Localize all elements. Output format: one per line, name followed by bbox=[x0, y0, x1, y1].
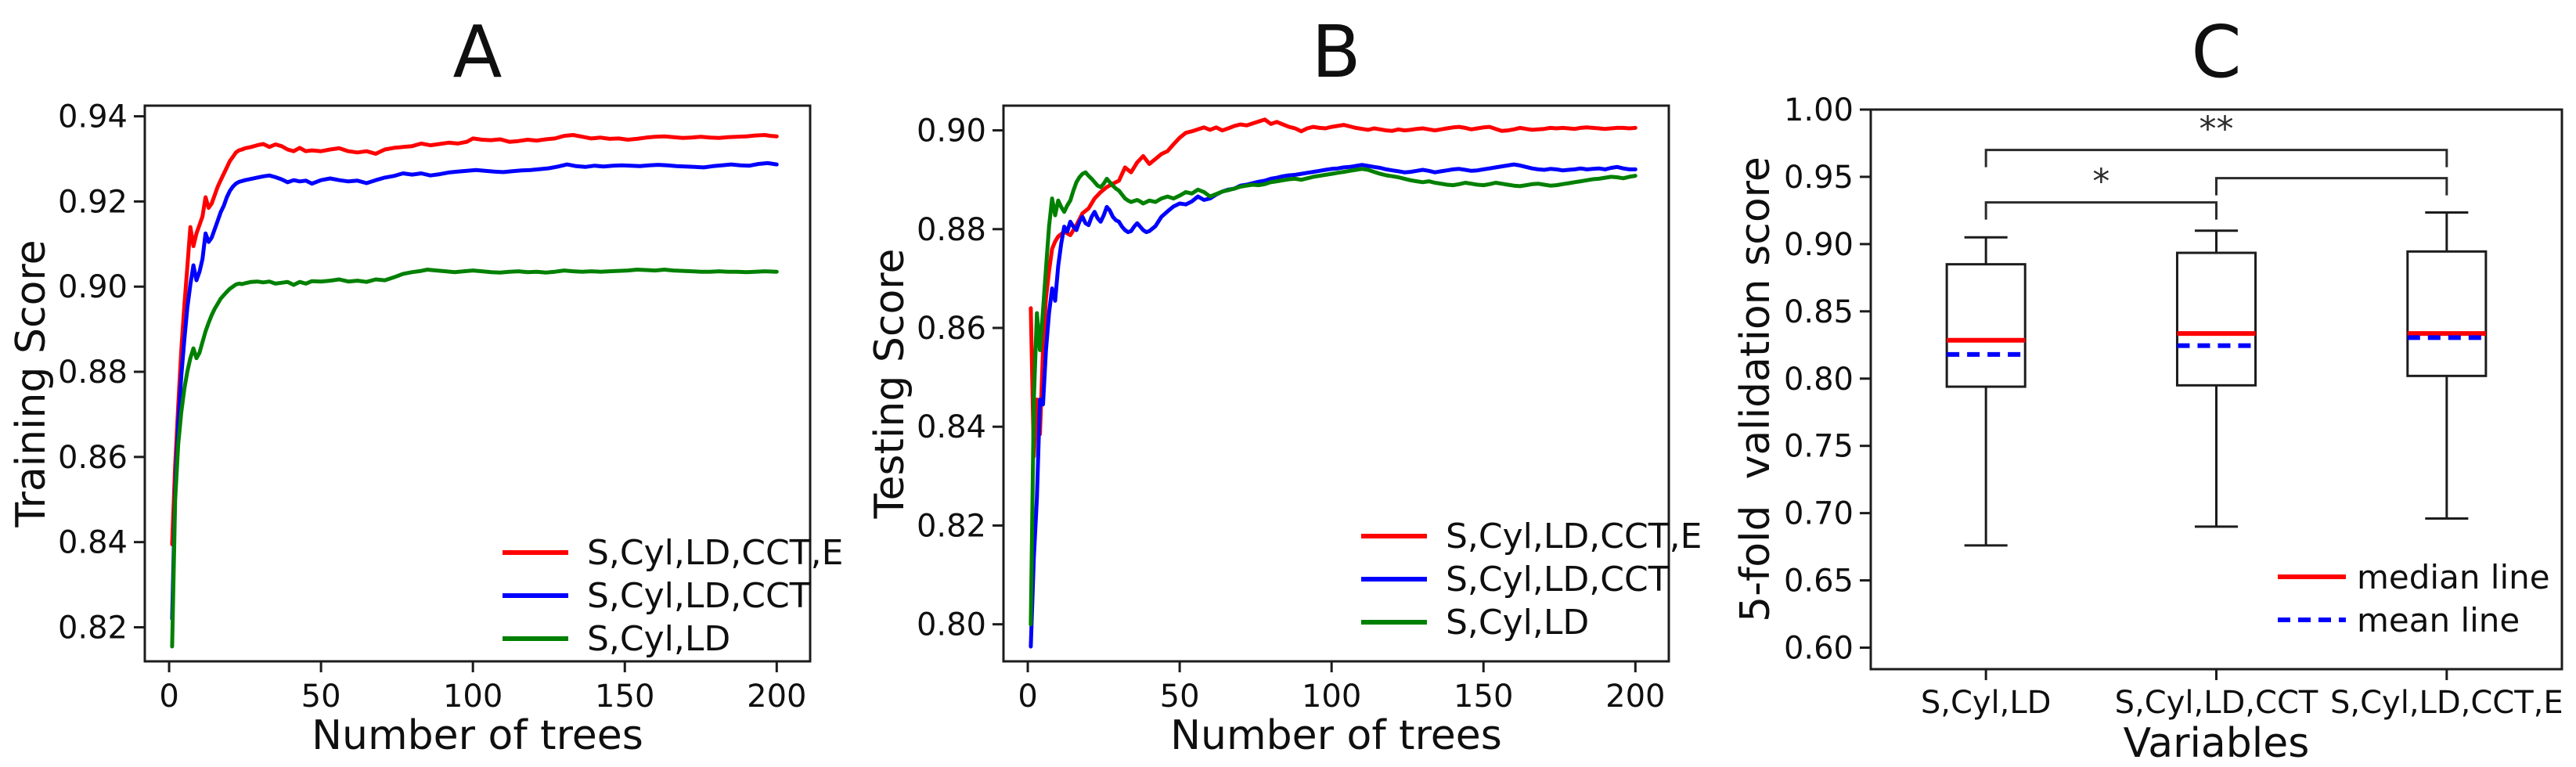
x-axis: 0 50 100 150 200 bbox=[159, 661, 806, 715]
chart-c-svg: C 0.60 0.65 0.70 0.75 0.80 0.85 0.90 0.95 1.005-f… bbox=[1732, 10, 2563, 767]
panel-c-validation-boxplot: C 0.60 0.65 0.70 0.75 0.80 0.85 0.90 0.95 1.00 5-f… bbox=[1717, 0, 2576, 767]
boxplot-S,Cyl,LD bbox=[1945, 236, 2027, 547]
y-axis-label: Testing Score bbox=[866, 249, 913, 520]
series-S,Cyl,LD,CCT,E bbox=[170, 133, 779, 546]
panel-b-testing-score: B 0.80 0.82 0.84 0.86 0.88 0.90 Testing Score 0 5… bbox=[859, 0, 1717, 767]
y-tick-label: 0.84 bbox=[917, 409, 986, 445]
series-S,Cyl,LD,CCT bbox=[1029, 162, 1637, 649]
legend-label: mean line bbox=[2357, 601, 2520, 639]
y-tick-label: 0.82 bbox=[917, 508, 986, 544]
series-line bbox=[170, 268, 779, 649]
y-tick-label: 0.92 bbox=[58, 184, 128, 220]
y-tick-label: 0.80 bbox=[917, 607, 986, 643]
x-tick-label: 0 bbox=[159, 679, 178, 715]
significance-label: * bbox=[2092, 162, 2109, 202]
iqr-box bbox=[2175, 251, 2257, 387]
y-tick-label: 0.65 bbox=[1784, 564, 1854, 600]
y-axis: 0.60 0.65 0.70 0.75 0.80 0.85 0.90 0.95 1.00 bbox=[1784, 92, 1871, 667]
x-axis: S,Cyl,LD S,Cyl,LD,CCT S,Cyl,LD,CCT,E bbox=[1921, 669, 2563, 721]
iqr-box bbox=[1945, 263, 2027, 388]
series-line bbox=[1029, 117, 1637, 459]
y-tick-label: 0.95 bbox=[1784, 160, 1854, 196]
legend-label: S,Cyl,LD,CCT bbox=[587, 576, 811, 616]
x-tick-label: 50 bbox=[301, 679, 341, 715]
chart-title: C bbox=[2191, 10, 2241, 94]
y-tick-label: 0.80 bbox=[1784, 362, 1854, 398]
legend-label: S,Cyl,LD,CCT bbox=[1446, 560, 1670, 600]
y-axis: 0.80 0.82 0.84 0.86 0.88 0.90 bbox=[917, 113, 1003, 643]
series-line bbox=[170, 133, 779, 546]
chart-a-svg: A 0.82 0.84 0.86 0.88 0.90 0.92 0.94 Training Sc… bbox=[8, 10, 843, 759]
y-axis-label: 5-fold validation score bbox=[1732, 157, 1779, 622]
y-tick-label: 0.90 bbox=[1784, 227, 1854, 263]
legend-label: S,Cyl,LD bbox=[1446, 603, 1589, 643]
panel-a-training-score: A 0.82 0.84 0.86 0.88 0.90 0.92 0.94 Training Sc… bbox=[0, 0, 859, 767]
x-tick-label: 200 bbox=[747, 679, 806, 715]
chart-title: A bbox=[453, 10, 503, 94]
plot-frame bbox=[1002, 104, 1670, 663]
y-tick-label: 0.90 bbox=[917, 113, 986, 149]
x-tick-label: 100 bbox=[443, 679, 503, 715]
significance-label: ** bbox=[2200, 110, 2234, 149]
y-axis: 0.82 0.84 0.86 0.88 0.90 0.92 0.94 bbox=[58, 99, 145, 646]
bracket bbox=[1984, 201, 2218, 220]
series-line bbox=[1029, 167, 1637, 627]
y-tick-label: 0.85 bbox=[1784, 294, 1854, 330]
series-S,Cyl,LD,CCT,E bbox=[1029, 117, 1637, 459]
series-S,Cyl,LD,CCT bbox=[170, 160, 779, 621]
y-tick-label: 1.00 bbox=[1784, 92, 1854, 128]
y-tick-label: 0.82 bbox=[58, 610, 128, 646]
legend-label: S,Cyl,LD bbox=[587, 619, 730, 659]
bracket bbox=[2215, 177, 2448, 196]
y-tick-label: 0.90 bbox=[58, 269, 128, 305]
series-line bbox=[170, 160, 779, 621]
x-category-label: S,Cyl,LD,CCT,E bbox=[2330, 685, 2563, 721]
iqr-box bbox=[2406, 250, 2488, 377]
x-tick-label: 100 bbox=[1302, 679, 1361, 715]
x-tick-label: 0 bbox=[1018, 679, 1037, 715]
x-category-label: S,Cyl,LD bbox=[1921, 685, 2052, 721]
boxplot-S,Cyl,LD,CCT bbox=[2175, 229, 2257, 528]
y-tick-label: 0.70 bbox=[1784, 496, 1854, 532]
legend: median line mean line bbox=[2278, 558, 2550, 639]
plot-frame bbox=[143, 104, 812, 663]
y-tick-label: 0.88 bbox=[917, 212, 986, 248]
series-S,Cyl,LD bbox=[170, 268, 779, 649]
chart-b-svg: B 0.80 0.82 0.84 0.86 0.88 0.90 Testing Score 0 5… bbox=[866, 10, 1702, 759]
y-tick-label: 0.86 bbox=[917, 311, 986, 347]
y-tick-label: 0.60 bbox=[1784, 631, 1854, 667]
legend-label: S,Cyl,LD,CCT,E bbox=[1446, 517, 1702, 556]
y-tick-label: 0.84 bbox=[58, 525, 128, 561]
x-tick-label: 200 bbox=[1605, 679, 1665, 715]
y-axis-label: Training Score bbox=[8, 239, 55, 528]
y-tick-label: 0.86 bbox=[58, 440, 128, 476]
y-tick-label: 0.75 bbox=[1784, 429, 1854, 465]
x-tick-label: 150 bbox=[1454, 679, 1513, 715]
series-S,Cyl,LD bbox=[1029, 167, 1637, 627]
x-axis: 0 50 100 150 200 bbox=[1018, 661, 1665, 715]
y-tick-label: 0.88 bbox=[58, 355, 128, 391]
x-axis-label: Number of trees bbox=[1170, 712, 1502, 759]
x-category-label: S,Cyl,LD,CCT bbox=[2115, 685, 2318, 721]
x-tick-label: 50 bbox=[1160, 679, 1200, 715]
bracket bbox=[1984, 149, 2448, 167]
chart-title: B bbox=[1311, 10, 1360, 94]
x-axis-label: Number of trees bbox=[312, 712, 643, 759]
y-tick-label: 0.94 bbox=[58, 99, 128, 135]
legend-label: S,Cyl,LD,CCT,E bbox=[587, 533, 843, 573]
significance-brackets: *** bbox=[1984, 110, 2448, 220]
legend-label: median line bbox=[2357, 558, 2550, 596]
x-tick-label: 150 bbox=[595, 679, 654, 715]
x-axis-label: Variables bbox=[2124, 720, 2310, 767]
series-line bbox=[1029, 162, 1637, 649]
boxplot-S,Cyl,LD,CCT,E bbox=[2406, 211, 2488, 520]
